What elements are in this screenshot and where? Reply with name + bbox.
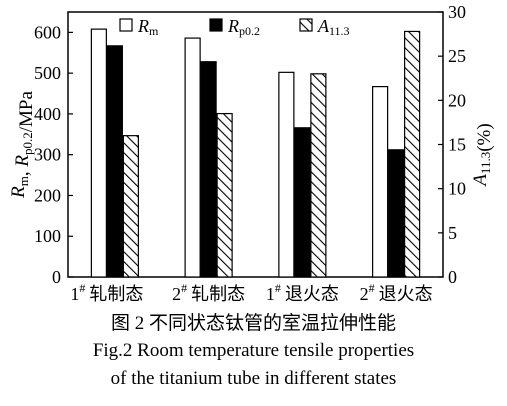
left-axis-ticks: 0 100 200 300 400 500 600 [34, 22, 73, 287]
right-tick-label: 10 [448, 179, 466, 199]
legend-label-a113: A11.3 [317, 16, 350, 38]
right-tick-label: 20 [448, 90, 466, 110]
x-tick-label: 2# 轧制态 [172, 281, 245, 304]
right-axis-title: A11.3(%) [470, 123, 495, 187]
bar-a113-1 [122, 135, 139, 278]
bar-rp02-1 [106, 45, 123, 278]
left-tick-label: 200 [34, 185, 61, 205]
left-tick-label: 600 [34, 22, 61, 42]
figure-caption-english-line1: Fig.2 Room temperature tensile propertie… [92, 340, 415, 361]
axis-titles: Rm, Rp0.2/MPa A11.3(%) [8, 91, 495, 199]
left-tick-label: 100 [34, 226, 61, 246]
bar-a113-2 [216, 112, 233, 278]
right-tick-label: 15 [448, 135, 466, 155]
right-tick-label: 0 [448, 267, 457, 287]
legend-swatch-a113 [299, 18, 313, 32]
x-tick-label: 1# 退火态 [266, 281, 339, 304]
bar-rp02-4 [388, 149, 405, 278]
tensile-properties-chart: 0 100 200 300 400 500 600 0 5 10 15 20 25 30 1# 轧制态 2#… [8, 2, 495, 304]
left-tick-label: 300 [34, 145, 61, 165]
figure-caption-english-line2: of the titanium tube in different states [110, 368, 397, 389]
bar-rp02-2 [200, 61, 217, 278]
x-axis-labels: 1# 轧制态 2# 轧制态 1# 退火态 2# 退火态 [70, 281, 432, 304]
legend-swatch-rm [119, 18, 133, 32]
legend-swatch-rp02 [209, 18, 223, 32]
right-tick-label: 30 [448, 2, 466, 22]
bar-rm-1 [90, 28, 107, 278]
x-tick-label: 1# 轧制态 [70, 281, 143, 304]
figure-caption-chinese: 图 2 不同状态钛管的室温拉伸性能 [110, 313, 396, 334]
bar-a113-4 [404, 30, 421, 278]
bar-a113-3 [310, 73, 327, 278]
bar-rm-3 [278, 71, 295, 278]
right-tick-label: 5 [448, 223, 457, 243]
x-tick-label: 2# 退火态 [360, 281, 433, 304]
left-tick-label: 400 [34, 104, 61, 124]
legend: Rm Rp0.2 A11.3 [119, 16, 350, 38]
left-tick-label: 500 [34, 63, 61, 83]
legend-label-rp02: Rp0.2 [227, 16, 260, 38]
bar-rp02-3 [294, 127, 311, 278]
bar-rm-2 [184, 37, 201, 278]
left-tick-label: 0 [52, 267, 61, 287]
legend-label-rm: Rm [137, 16, 159, 38]
bar-rm-4 [372, 86, 389, 278]
right-tick-label: 25 [448, 46, 466, 66]
bars [90, 28, 421, 278]
left-axis-title: Rm, Rp0.2/MPa [8, 91, 37, 199]
right-axis-ticks: 0 5 10 15 20 25 30 [438, 2, 466, 287]
